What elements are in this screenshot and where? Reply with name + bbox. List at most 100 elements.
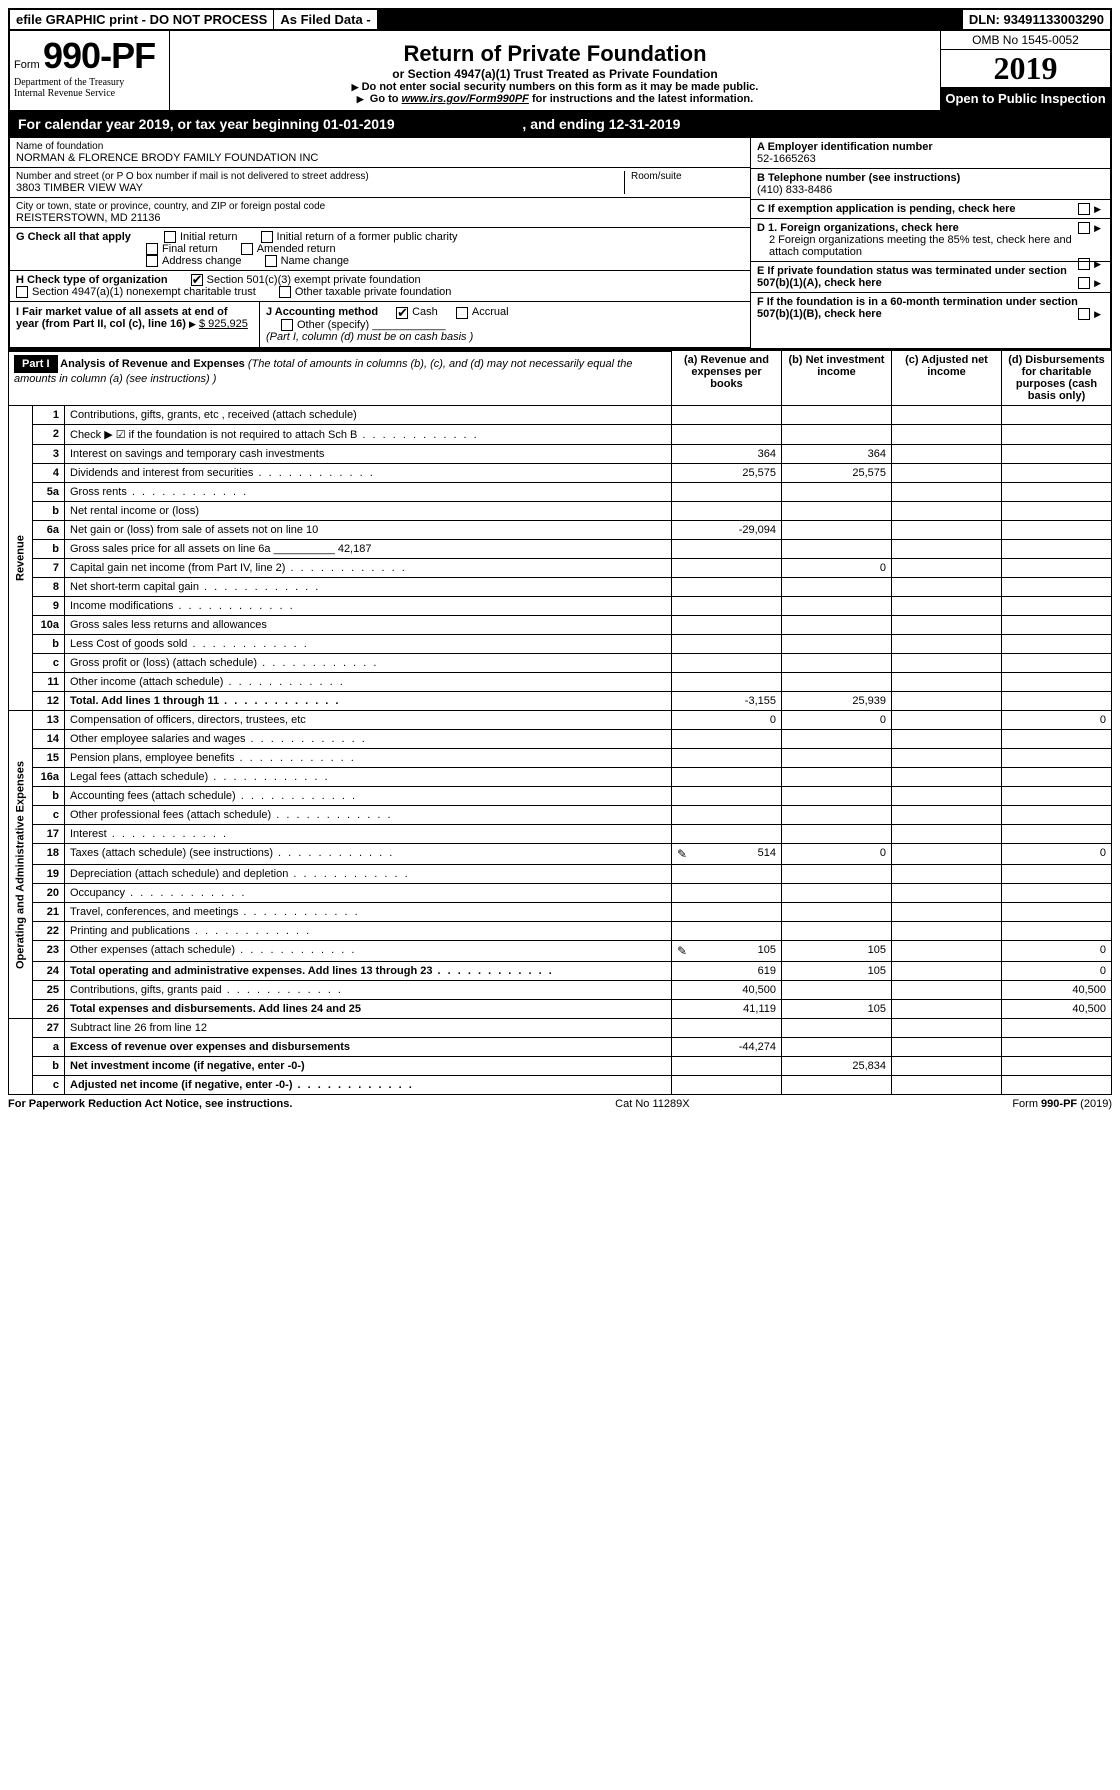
value-cell [1002,673,1112,692]
status-terminated-checkbox[interactable] [1078,277,1090,289]
value-cell [782,787,892,806]
initial-return-checkbox[interactable] [164,231,176,243]
form-number: 990-PF [43,35,155,76]
initial-former-checkbox[interactable] [261,231,273,243]
line-description: Gross profit or (loss) (attach schedule) [65,654,672,673]
line-number: 13 [33,711,65,730]
value-cell [1002,922,1112,941]
line-number: 12 [33,692,65,711]
line-description: Accounting fees (attach schedule) [65,787,672,806]
table-row: bNet rental income or (loss) [9,502,1112,521]
line-description: Taxes (attach schedule) (see instruction… [65,844,672,865]
line-description: Capital gain net income (from Part IV, l… [65,559,672,578]
other-method-checkbox[interactable] [281,319,293,331]
exemption-pending-checkbox[interactable] [1078,203,1090,215]
line-description: Total. Add lines 1 through 11 [65,692,672,711]
name-change-checkbox[interactable] [265,255,277,267]
value-cell [782,616,892,635]
form-title: Return of Private Foundation [174,41,936,67]
info-left: Name of foundation NORMAN & FLORENCE BRO… [10,138,750,348]
footer-right: Form 990-PF (2019) [1012,1098,1112,1110]
line-description: Less Cost of goods sold [65,635,672,654]
cash-checkbox[interactable] [396,307,408,319]
value-cell [892,962,1002,981]
bottom-section-spacer [9,1019,33,1095]
value-cell [672,884,782,903]
table-row: bAccounting fees (attach schedule) [9,787,1112,806]
60-month-checkbox[interactable] [1078,308,1090,320]
value-cell [1002,1019,1112,1038]
line-description: Income modifications [65,597,672,616]
value-cell: 0 [782,844,892,865]
value-cell: 619 [672,962,782,981]
calendar-year-row: For calendar year 2019, or tax year begi… [8,112,1112,138]
value-cell [672,502,782,521]
value-cell: ✎514 [672,844,782,865]
line-number: 26 [33,1000,65,1019]
value-cell [672,903,782,922]
pencil-icon[interactable]: ✎ [677,847,687,861]
value-cell [1002,768,1112,787]
table-row: bLess Cost of goods sold [9,635,1112,654]
value-cell [892,903,1002,922]
value-cell [782,578,892,597]
line-number: 8 [33,578,65,597]
table-row: 14Other employee salaries and wages [9,730,1112,749]
table-row: 25Contributions, gifts, grants paid40,50… [9,981,1112,1000]
value-cell [782,1019,892,1038]
line-description: Legal fees (attach schedule) [65,768,672,787]
table-row: 21Travel, conferences, and meetings [9,903,1112,922]
value-cell: 0 [782,711,892,730]
table-row: 18Taxes (attach schedule) (see instructi… [9,844,1112,865]
value-cell: 0 [1002,844,1112,865]
foreign-org-checkbox[interactable] [1078,222,1090,234]
value-cell [892,654,1002,673]
i-j-row: I Fair market value of all assets at end… [10,302,750,347]
name-label: Name of foundation [16,141,744,152]
value-cell [1002,825,1112,844]
table-row: bNet investment income (if negative, ent… [9,1057,1112,1076]
other-taxable-checkbox[interactable] [279,286,291,298]
line-number: b [33,787,65,806]
value-cell [1002,806,1112,825]
table-row: 11Other income (attach schedule) [9,673,1112,692]
value-cell [892,635,1002,654]
line-description: Excess of revenue over expenses and disb… [65,1038,672,1057]
open-inspection-badge: Open to Public Inspection [941,87,1110,110]
line-description: Other expenses (attach schedule) [65,941,672,962]
value-cell: 0 [1002,941,1112,962]
value-cell [1002,787,1112,806]
value-cell [1002,749,1112,768]
address-change-checkbox[interactable] [146,255,158,267]
value-cell [1002,884,1112,903]
line-description: Contributions, gifts, grants paid [65,981,672,1000]
501c3-checkbox[interactable] [191,274,203,286]
line-number: 18 [33,844,65,865]
header-right: OMB No 1545-0052 2019 Open to Public Ins… [940,31,1110,110]
value-cell [892,483,1002,502]
pencil-icon[interactable]: ✎ [677,944,687,958]
accrual-checkbox[interactable] [456,307,468,319]
value-cell [892,1000,1002,1019]
value-cell: 364 [782,445,892,464]
line-number: b [33,1057,65,1076]
table-row: 9Income modifications [9,597,1112,616]
footer-mid: Cat No 11289X [615,1098,689,1110]
amended-return-checkbox[interactable] [241,243,253,255]
value-cell [1002,483,1112,502]
final-return-checkbox[interactable] [146,243,158,255]
4947-checkbox[interactable] [16,286,28,298]
irs-link[interactable]: www.irs.gov/Form990PF [402,93,529,105]
line-number: a [33,1038,65,1057]
foreign-85-checkbox[interactable] [1078,258,1090,270]
line-description: Compensation of officers, directors, tru… [65,711,672,730]
value-cell [1002,903,1112,922]
line-description: Printing and publications [65,922,672,941]
value-cell [892,844,1002,865]
line-description: Occupancy [65,884,672,903]
value-cell [672,730,782,749]
value-cell [672,406,782,425]
table-row: 22Printing and publications [9,922,1112,941]
value-cell [1002,1076,1112,1095]
line-number: 1 [33,406,65,425]
